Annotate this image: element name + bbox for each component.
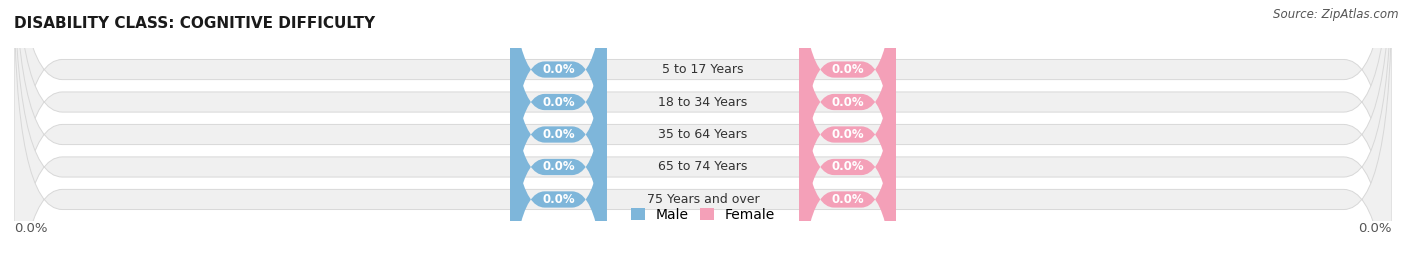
Text: 0.0%: 0.0%: [831, 128, 865, 141]
FancyBboxPatch shape: [14, 0, 1392, 269]
Text: 0.0%: 0.0%: [831, 95, 865, 108]
FancyBboxPatch shape: [14, 0, 1392, 269]
Text: 0.0%: 0.0%: [541, 63, 575, 76]
Text: Source: ZipAtlas.com: Source: ZipAtlas.com: [1274, 8, 1399, 21]
FancyBboxPatch shape: [510, 45, 606, 269]
Text: 0.0%: 0.0%: [831, 161, 865, 174]
Text: 0.0%: 0.0%: [14, 222, 48, 235]
FancyBboxPatch shape: [510, 13, 606, 269]
FancyBboxPatch shape: [800, 0, 896, 224]
Text: 0.0%: 0.0%: [831, 63, 865, 76]
Text: 35 to 64 Years: 35 to 64 Years: [658, 128, 748, 141]
Text: 0.0%: 0.0%: [831, 193, 865, 206]
Text: 0.0%: 0.0%: [541, 95, 575, 108]
Text: 0.0%: 0.0%: [541, 193, 575, 206]
FancyBboxPatch shape: [510, 0, 606, 269]
Text: DISABILITY CLASS: COGNITIVE DIFFICULTY: DISABILITY CLASS: COGNITIVE DIFFICULTY: [14, 16, 375, 31]
Text: 0.0%: 0.0%: [541, 128, 575, 141]
Text: 18 to 34 Years: 18 to 34 Years: [658, 95, 748, 108]
FancyBboxPatch shape: [800, 13, 896, 269]
FancyBboxPatch shape: [510, 0, 606, 224]
FancyBboxPatch shape: [14, 0, 1392, 269]
Text: 0.0%: 0.0%: [1358, 222, 1392, 235]
FancyBboxPatch shape: [800, 0, 896, 256]
FancyBboxPatch shape: [800, 45, 896, 269]
FancyBboxPatch shape: [800, 0, 896, 269]
FancyBboxPatch shape: [14, 0, 1392, 269]
Legend: Male, Female: Male, Female: [626, 202, 780, 227]
Text: 0.0%: 0.0%: [541, 161, 575, 174]
FancyBboxPatch shape: [14, 0, 1392, 269]
FancyBboxPatch shape: [510, 0, 606, 256]
Text: 65 to 74 Years: 65 to 74 Years: [658, 161, 748, 174]
Text: 75 Years and over: 75 Years and over: [647, 193, 759, 206]
Text: 5 to 17 Years: 5 to 17 Years: [662, 63, 744, 76]
